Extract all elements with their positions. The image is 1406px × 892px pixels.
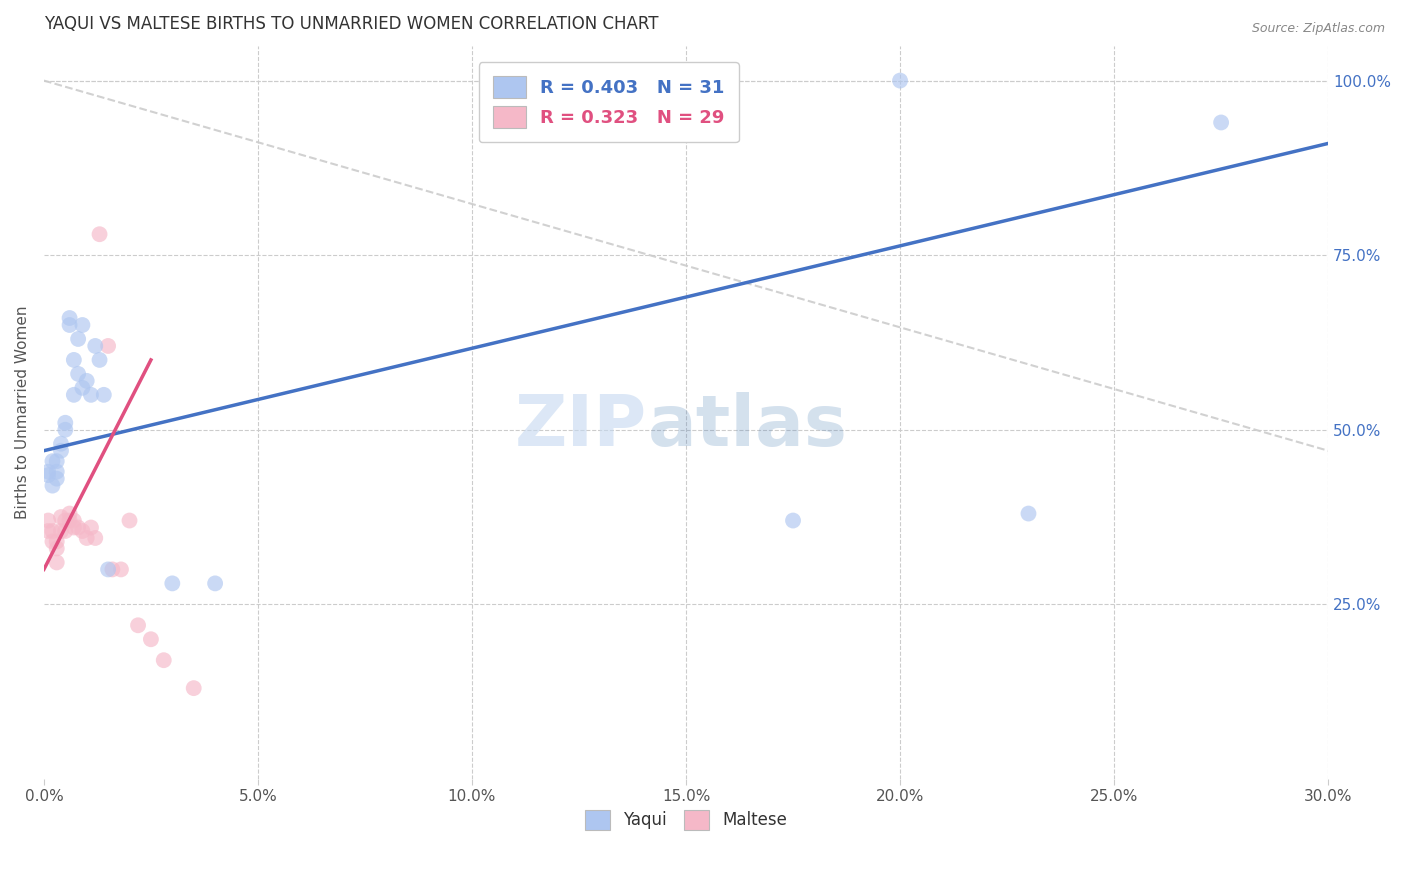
Point	[45, 472, 67, 486]
Point	[204, 576, 226, 591]
Point	[58, 507, 80, 521]
Point	[89, 352, 111, 367]
Point	[93, 388, 115, 402]
Point	[118, 514, 141, 528]
Point	[37, 514, 59, 528]
Point	[49, 510, 72, 524]
Point	[152, 653, 174, 667]
Point	[49, 524, 72, 538]
Point	[45, 556, 67, 570]
Point	[53, 524, 76, 538]
Point	[127, 618, 149, 632]
Point	[97, 339, 120, 353]
Point	[53, 416, 76, 430]
Point	[72, 524, 94, 538]
Legend: Yaqui, Maltese: Yaqui, Maltese	[578, 803, 793, 837]
Point	[80, 388, 103, 402]
Point	[63, 514, 86, 528]
Point	[58, 318, 80, 332]
Point	[45, 534, 67, 549]
Point	[41, 478, 63, 492]
Point	[58, 311, 80, 326]
Point	[67, 520, 90, 534]
Point	[76, 374, 98, 388]
Text: Source: ZipAtlas.com: Source: ZipAtlas.com	[1251, 22, 1385, 36]
Point	[1017, 507, 1039, 521]
Point	[782, 514, 804, 528]
Text: atlas: atlas	[648, 392, 848, 461]
Point	[84, 531, 107, 545]
Point	[41, 454, 63, 468]
Y-axis label: Births to Unmarried Women: Births to Unmarried Women	[15, 306, 30, 519]
Point	[63, 352, 86, 367]
Point	[72, 381, 94, 395]
Point	[49, 443, 72, 458]
Point	[63, 520, 86, 534]
Point	[72, 318, 94, 332]
Point	[1211, 115, 1233, 129]
Point	[101, 562, 124, 576]
Point	[37, 468, 59, 483]
Point	[89, 227, 111, 242]
Point	[45, 465, 67, 479]
Point	[41, 534, 63, 549]
Point	[889, 73, 911, 87]
Point	[37, 465, 59, 479]
Point	[97, 562, 120, 576]
Text: YAQUI VS MALTESE BIRTHS TO UNMARRIED WOMEN CORRELATION CHART: YAQUI VS MALTESE BIRTHS TO UNMARRIED WOM…	[44, 15, 658, 33]
Point	[162, 576, 184, 591]
Point	[76, 531, 98, 545]
Text: ZIP: ZIP	[515, 392, 648, 461]
Point	[58, 514, 80, 528]
Point	[41, 524, 63, 538]
Point	[110, 562, 132, 576]
Point	[45, 454, 67, 468]
Point	[67, 367, 90, 381]
Point	[53, 423, 76, 437]
Point	[139, 632, 162, 647]
Point	[183, 681, 205, 695]
Point	[67, 332, 90, 346]
Point	[84, 339, 107, 353]
Point	[45, 541, 67, 556]
Point	[37, 524, 59, 538]
Point	[53, 514, 76, 528]
Point	[49, 436, 72, 450]
Point	[80, 520, 103, 534]
Point	[63, 388, 86, 402]
